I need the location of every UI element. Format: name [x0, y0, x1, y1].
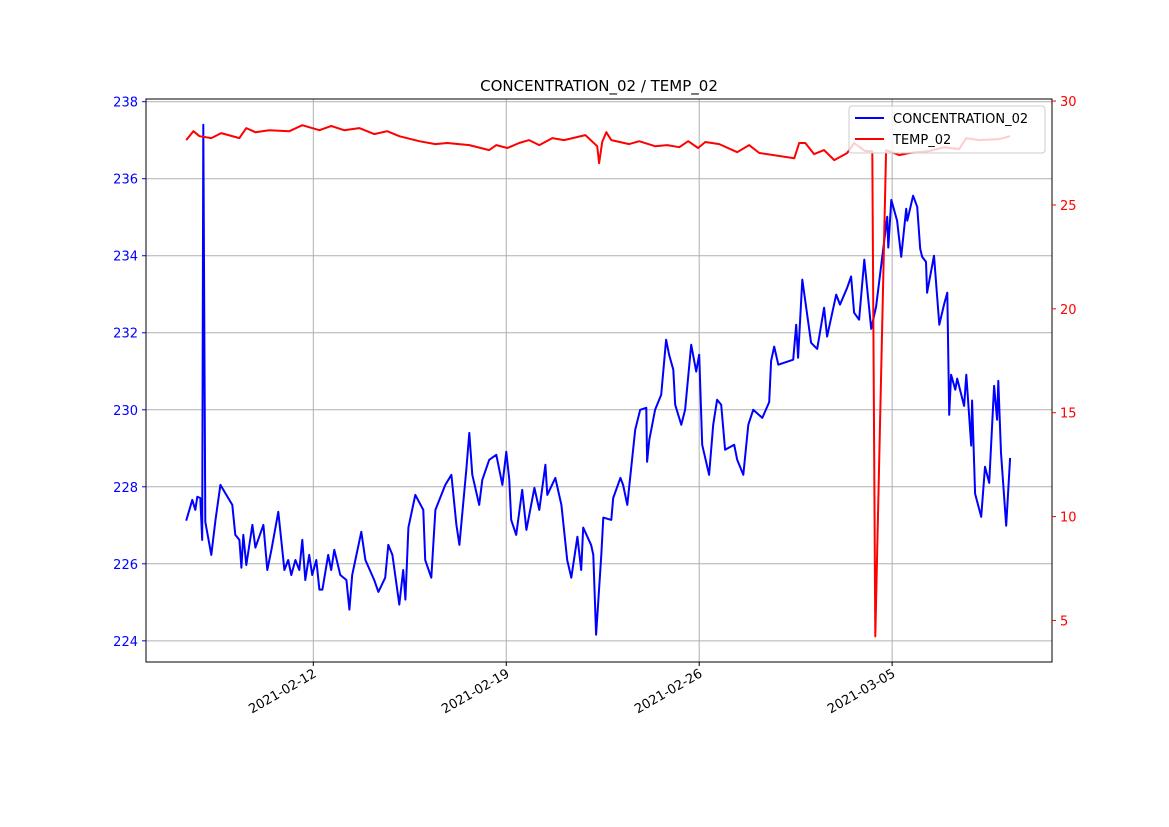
- legend-box: [848, 105, 1046, 154]
- right-y-tick-label: 15: [1060, 407, 1077, 422]
- right-y-tick-label: 5: [1060, 614, 1068, 629]
- left-y-tick-label: 224: [113, 635, 138, 650]
- left-y-tick-label: 238: [113, 96, 138, 111]
- left-y-tick-label: 228: [113, 481, 138, 496]
- left-y-tick-label: 226: [113, 558, 138, 573]
- legend-label-temp: TEMP_02: [892, 133, 951, 148]
- right-y-tick-label: 10: [1060, 511, 1077, 526]
- right-y-tick-label: 25: [1060, 199, 1077, 214]
- left-y-tick-label: 236: [113, 173, 138, 188]
- chart-title: CONCENTRATION_02 / TEMP_02: [480, 77, 718, 96]
- axes-frame: [145, 98, 1053, 663]
- series-line-concentration_02: [185, 123, 1012, 636]
- left-y-tick-label: 232: [113, 327, 138, 342]
- left-y-tick-label: 230: [113, 404, 138, 419]
- left-y-tick-label: 234: [113, 250, 138, 265]
- right-y-tick-label: 30: [1060, 95, 1077, 110]
- right-y-tick-label: 20: [1060, 303, 1077, 318]
- legend: CONCENTRATION_02 TEMP_02: [848, 105, 1046, 154]
- legend-label-concentration: CONCENTRATION_02: [893, 112, 1028, 127]
